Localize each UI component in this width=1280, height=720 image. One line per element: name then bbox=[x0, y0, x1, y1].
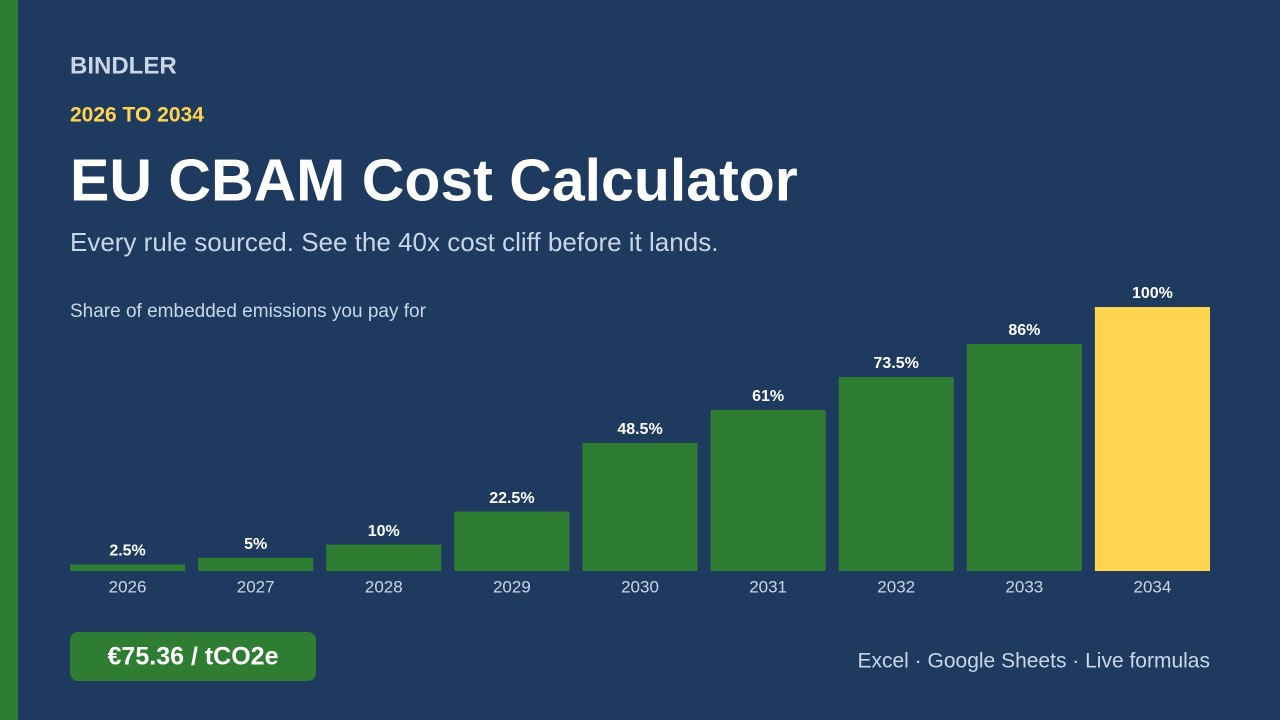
price-text: €75.36 / tCO2e bbox=[108, 643, 279, 671]
x-tick-label: 2034 bbox=[1134, 577, 1172, 596]
value-label: 48.5% bbox=[617, 421, 662, 438]
value-label: 10% bbox=[368, 523, 400, 540]
brand: BINDLER bbox=[70, 52, 177, 79]
x-tick-label: 2032 bbox=[877, 577, 915, 596]
x-tick-label: 2031 bbox=[749, 577, 787, 596]
value-label: 22.5% bbox=[489, 490, 534, 507]
bar bbox=[326, 544, 442, 571]
x-tick-label: 2028 bbox=[365, 577, 403, 596]
accent-strip bbox=[0, 0, 18, 720]
footer: Excel · Google Sheets · Live formulas bbox=[858, 650, 1211, 673]
value-label: 100% bbox=[1132, 285, 1173, 302]
eyebrow: 2026 TO 2034 bbox=[70, 104, 204, 127]
x-tick-label: 2029 bbox=[493, 577, 531, 596]
x-tick-label: 2026 bbox=[109, 577, 147, 596]
bar bbox=[582, 442, 698, 571]
value-label: 5% bbox=[244, 536, 267, 553]
x-tick-label: 2030 bbox=[621, 577, 659, 596]
x-tick-label: 2027 bbox=[237, 577, 275, 596]
bar bbox=[454, 511, 570, 571]
value-label: 61% bbox=[752, 388, 784, 405]
headline: EU CBAM Cost Calculator bbox=[70, 148, 798, 214]
tagline: Every rule sourced. See the 40x cost cli… bbox=[70, 227, 718, 257]
bar bbox=[838, 376, 954, 571]
bar bbox=[70, 564, 186, 571]
value-label: 73.5% bbox=[874, 355, 919, 372]
bar bbox=[1094, 307, 1210, 571]
price-badge bbox=[70, 632, 316, 681]
bar bbox=[966, 343, 1082, 571]
x-tick-label: 2033 bbox=[1005, 577, 1043, 596]
value-label: 86% bbox=[1008, 322, 1040, 339]
value-label: 2.5% bbox=[109, 543, 145, 560]
bar bbox=[710, 409, 826, 571]
chart-title: Share of embedded emissions you pay for bbox=[70, 301, 427, 322]
bar bbox=[198, 557, 314, 571]
